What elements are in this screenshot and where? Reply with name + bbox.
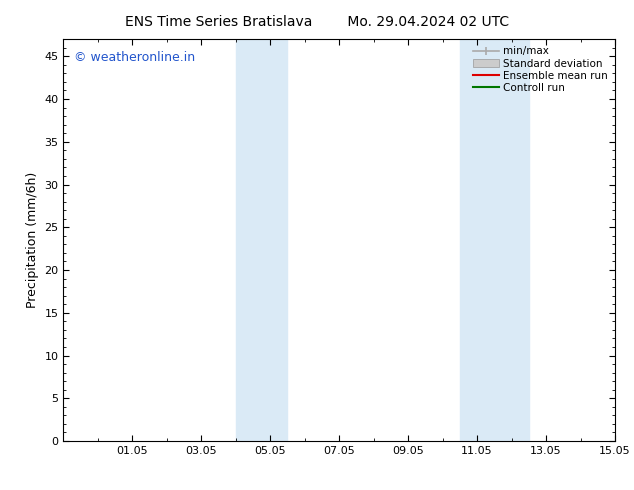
Text: © weatheronline.in: © weatheronline.in xyxy=(74,51,195,64)
Bar xyxy=(236,39,287,441)
Y-axis label: Precipitation (mm/6h): Precipitation (mm/6h) xyxy=(26,172,39,308)
Bar xyxy=(460,39,529,441)
Legend: min/max, Standard deviation, Ensemble mean run, Controll run: min/max, Standard deviation, Ensemble me… xyxy=(470,45,610,95)
Text: ENS Time Series Bratislava        Mo. 29.04.2024 02 UTC: ENS Time Series Bratislava Mo. 29.04.202… xyxy=(125,15,509,29)
